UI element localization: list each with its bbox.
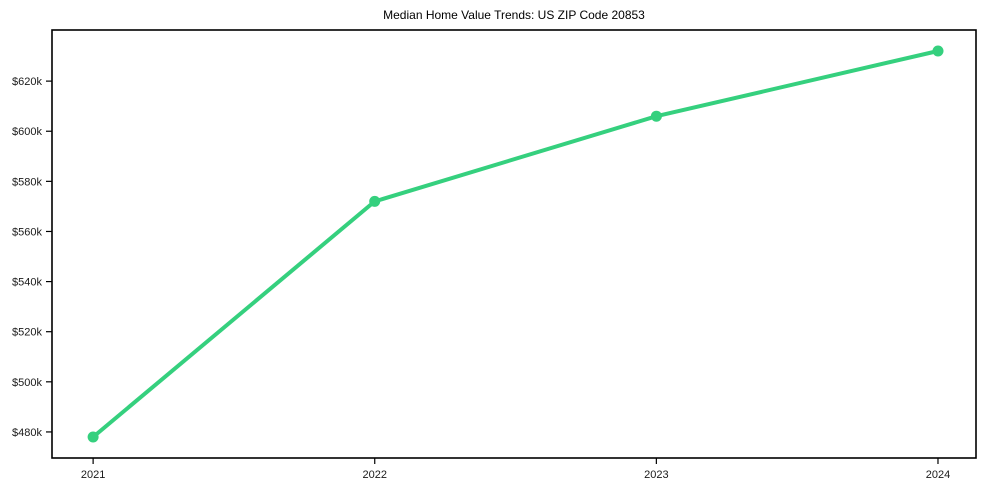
chart-title: Median Home Value Trends: US ZIP Code 20… <box>383 8 645 22</box>
data-point-marker <box>650 110 662 122</box>
x-tick-label: 2021 <box>81 469 105 481</box>
y-tick-label: $560k <box>12 226 42 238</box>
x-tick-label: 2023 <box>644 469 668 481</box>
data-line <box>91 49 940 439</box>
y-tick-label: $500k <box>12 377 42 389</box>
x-tick-label: 2024 <box>926 469 950 481</box>
y-tick-label: $540k <box>12 277 42 289</box>
data-point-marker <box>932 45 944 57</box>
x-tick-label: 2022 <box>362 469 386 481</box>
data-point-marker <box>87 431 99 443</box>
y-tick-label: $620k <box>12 76 42 88</box>
y-tick-label: $480k <box>12 427 42 439</box>
y-tick-label: $520k <box>12 327 42 339</box>
plot-frame <box>51 29 977 459</box>
y-tick-label: $580k <box>12 176 42 188</box>
data-point-marker <box>369 195 381 207</box>
plot-area: $480k $500k $520k $540k $560k $580k $600k $620k… <box>12 29 977 481</box>
y-tick-label: $600k <box>12 126 42 138</box>
